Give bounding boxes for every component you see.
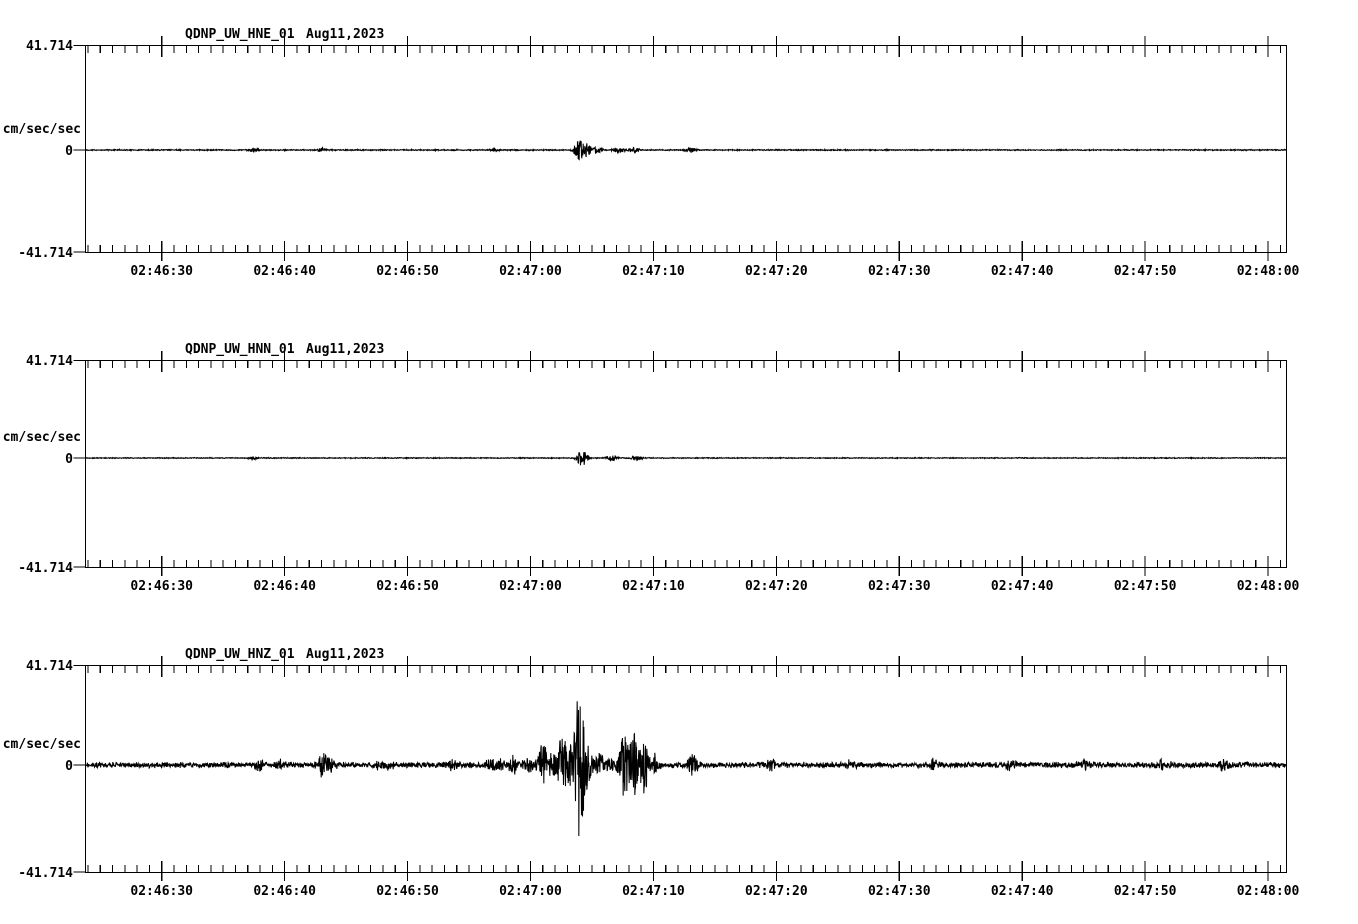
x-axis-tick-label: 02:47:50	[1114, 264, 1177, 279]
y-axis-ticks	[73, 44, 86, 253]
x-axis-tick-label: 02:47:50	[1114, 884, 1177, 899]
plot-frame	[84, 44, 1288, 254]
x-axis-tick-label: 02:47:20	[745, 884, 808, 899]
x-axis-tick-labels: 02:46:30 02:46:40 02:46:50 02:47:00 02:47:10…	[130, 264, 1299, 279]
x-axis-tick-label: 02:47:00	[499, 579, 562, 594]
y-axis-unit-label: cm/sec/sec	[3, 737, 81, 752]
x-axis-tick-label: 02:47:10	[622, 884, 685, 899]
x-axis-tick-label: 02:47:00	[499, 884, 562, 899]
x-axis-ticks	[87, 656, 1281, 881]
x-axis-tick-label: 02:48:00	[1237, 264, 1300, 279]
x-axis-tick-labels: 02:46:30 02:46:40 02:46:50 02:47:00 02:47:10…	[130, 579, 1299, 594]
waveform-trace	[85, 701, 1287, 837]
x-axis-tick-label: 02:48:00	[1237, 579, 1300, 594]
y-axis-min-label: -41.714	[18, 561, 73, 576]
y-axis-max-label: 41.714	[26, 39, 73, 54]
panel-date: Aug11,2023	[306, 342, 384, 357]
y-axis-ticks	[73, 664, 86, 873]
panel-title: QDNP_UW_HNZ_01	[185, 647, 295, 662]
x-axis-tick-label: 02:47:40	[991, 579, 1054, 594]
panel-date: Aug11,2023	[306, 27, 384, 42]
x-axis-ticks	[87, 351, 1281, 576]
x-axis-tick-label: 02:46:40	[253, 884, 316, 899]
panel-title: QDNP_UW_HNE_01	[185, 27, 295, 42]
x-axis-tick-label: 02:47:20	[745, 579, 808, 594]
plot-frame	[84, 664, 1288, 874]
y-axis-max-label: 41.714	[26, 659, 73, 674]
waveform-trace	[85, 140, 1287, 161]
x-axis-tick-label: 02:47:50	[1114, 579, 1177, 594]
x-axis-tick-label: 02:46:30	[130, 579, 193, 594]
y-axis-zero-label: 0	[65, 144, 73, 159]
y-axis-max-label: 41.714	[26, 354, 73, 369]
x-axis-tick-label: 02:47:30	[868, 579, 931, 594]
x-axis-tick-label: 02:47:00	[499, 264, 562, 279]
x-axis-ticks	[87, 36, 1281, 261]
x-axis-tick-labels: 02:46:30 02:46:40 02:46:50 02:47:00 02:47:10…	[130, 884, 1299, 899]
x-axis-tick-label: 02:47:30	[868, 264, 931, 279]
x-axis-tick-label: 02:46:50	[376, 264, 439, 279]
x-axis-tick-label: 02:47:20	[745, 264, 808, 279]
x-axis-tick-label: 02:46:30	[130, 884, 193, 899]
y-axis-unit-label: cm/sec/sec	[3, 430, 81, 445]
y-axis-min-label: -41.714	[18, 246, 73, 261]
y-axis-zero-label: 0	[65, 759, 73, 774]
x-axis-tick-label: 02:46:50	[376, 884, 439, 899]
plot-frame	[84, 359, 1288, 569]
panel-date: Aug11,2023	[306, 647, 384, 662]
x-axis-tick-label: 02:47:40	[991, 884, 1054, 899]
y-axis-ticks	[73, 359, 86, 568]
y-axis-zero-label: 0	[65, 452, 73, 467]
x-axis-tick-label: 02:47:10	[622, 264, 685, 279]
x-axis-tick-label: 02:46:50	[376, 579, 439, 594]
x-axis-tick-label: 02:47:40	[991, 264, 1054, 279]
y-axis-unit-label: cm/sec/sec	[3, 122, 81, 137]
x-axis-tick-label: 02:48:00	[1237, 884, 1300, 899]
x-axis-tick-label: 02:46:40	[253, 264, 316, 279]
x-axis-tick-label: 02:46:30	[130, 264, 193, 279]
x-axis-tick-label: 02:47:30	[868, 884, 931, 899]
x-axis-tick-label: 02:46:40	[253, 579, 316, 594]
waveform-trace	[85, 451, 1287, 466]
panel-title: QDNP_UW_HNN_01	[185, 342, 295, 357]
y-axis-min-label: -41.714	[18, 866, 73, 881]
x-axis-tick-label: 02:47:10	[622, 579, 685, 594]
